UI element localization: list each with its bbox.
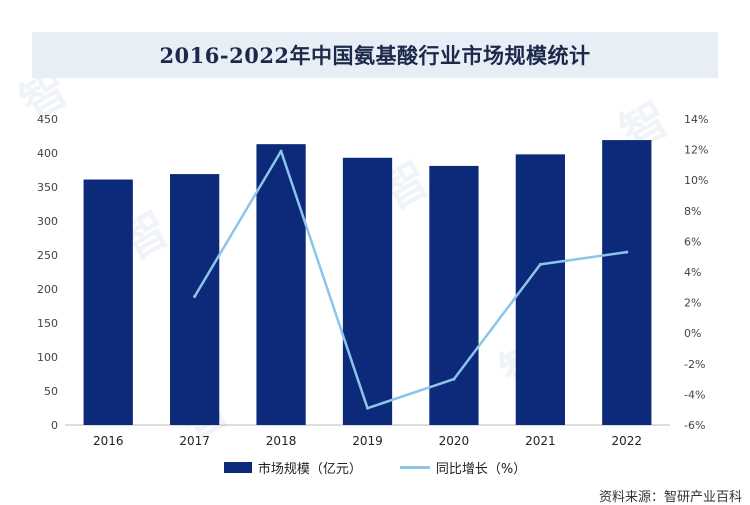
right-tick-label: 6% bbox=[684, 235, 701, 248]
growth-point-2021 bbox=[538, 262, 542, 266]
bar-2017 bbox=[170, 174, 220, 425]
growth-point-2019 bbox=[366, 406, 369, 410]
growth-point-2020 bbox=[452, 377, 456, 381]
left-tick-label: 50 bbox=[44, 385, 58, 398]
x-tick-label: 2022 bbox=[612, 434, 643, 448]
right-tick-label: -4% bbox=[684, 388, 705, 401]
left-tick-label: 450 bbox=[37, 113, 58, 126]
left-tick-label: 0 bbox=[51, 419, 58, 432]
left-tick-label: 300 bbox=[37, 215, 58, 228]
growth-point-2017 bbox=[193, 294, 197, 298]
bar-2021 bbox=[515, 154, 565, 426]
bar-2016 bbox=[83, 179, 133, 425]
bar-2018 bbox=[256, 144, 306, 425]
legend-item-line: 同比增长（%） bbox=[399, 458, 527, 477]
bar-2019 bbox=[342, 157, 393, 425]
x-tick-label: 2021 bbox=[525, 434, 556, 448]
legend-label-bar: 市场规模（亿元） bbox=[257, 462, 362, 477]
right-tick-label: -2% bbox=[684, 358, 705, 371]
x-axis: 2016 2017 2018 2019 2020 2021 2022 bbox=[93, 434, 642, 448]
legend-line-swatch bbox=[399, 466, 430, 469]
left-tick-label: 200 bbox=[37, 283, 58, 296]
chart-title-bar: 2016-2022年中国氨基酸行业市场规模统计 bbox=[32, 32, 718, 78]
x-tick-label: 2017 bbox=[179, 434, 210, 448]
legend: 市场规模（亿元） 同比增长（%） bbox=[0, 458, 750, 477]
growth-point-2018 bbox=[279, 149, 283, 153]
right-tick-label: 0% bbox=[684, 327, 701, 340]
right-tick-label: 8% bbox=[684, 205, 701, 218]
left-tick-label: 400 bbox=[37, 147, 58, 160]
growth-point-2022 bbox=[625, 250, 629, 254]
left-tick-label: 100 bbox=[37, 351, 58, 364]
left-tick-label: 350 bbox=[37, 181, 58, 194]
left-tick-label: 150 bbox=[37, 317, 58, 330]
left-tick-label: 250 bbox=[37, 249, 58, 262]
bar-2022 bbox=[602, 140, 652, 425]
right-tick-label: -6% bbox=[684, 419, 705, 432]
growth-line bbox=[193, 149, 627, 410]
right-axis: -6% -4% -2% 0% 2% 4% 6% 8% 10% 12% 14% bbox=[684, 113, 708, 432]
right-tick-label: 4% bbox=[684, 266, 701, 279]
right-tick-label: 14% bbox=[684, 113, 708, 126]
left-axis: 0 50 100 150 200 250 300 350 400 450 bbox=[37, 113, 58, 432]
legend-label-line: 同比增长（%） bbox=[435, 462, 527, 477]
legend-item-bar: 市场规模（亿元） bbox=[223, 458, 362, 477]
x-tick-label: 2020 bbox=[439, 434, 470, 448]
x-tick-label: 2019 bbox=[352, 434, 383, 448]
bar-series bbox=[83, 140, 652, 426]
bar-2020 bbox=[429, 165, 479, 426]
x-tick-label: 2018 bbox=[266, 434, 297, 448]
line-series bbox=[193, 149, 629, 410]
x-tick-label: 2016 bbox=[93, 434, 124, 448]
right-tick-label: 2% bbox=[684, 297, 701, 310]
right-tick-label: 10% bbox=[684, 174, 708, 187]
legend-bar-swatch bbox=[223, 462, 252, 473]
right-tick-label: 12% bbox=[684, 144, 708, 157]
source-note: 资料来源：智研产业百科 bbox=[598, 490, 742, 505]
chart-title: 2016-2022年中国氨基酸行业市场规模统计 bbox=[159, 43, 591, 68]
